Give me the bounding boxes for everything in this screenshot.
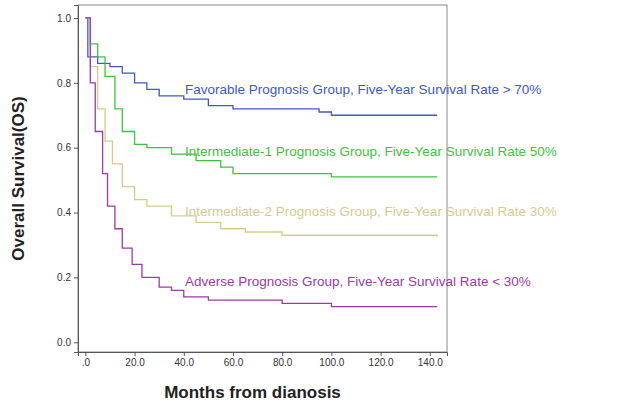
y-tick: 0.0	[57, 337, 78, 348]
y-tick-label: 0.6	[57, 142, 71, 153]
x-tick-label: 120.0	[369, 357, 394, 368]
x-axis-title: Months from dianosis	[164, 383, 341, 402]
y-tick-label: 0.0	[57, 337, 71, 348]
y-tick-label: 1.0	[57, 13, 71, 24]
x-tick-label: 60.0	[224, 357, 244, 368]
x-tick-label: .0	[82, 357, 91, 368]
lines	[85, 18, 437, 307]
x-axis-line	[79, 353, 448, 357]
x-tick: 120.0	[369, 352, 394, 368]
x-tick-label: 140.0	[418, 357, 443, 368]
x-tick-label: 40.0	[175, 357, 195, 368]
y-tick: 0.6	[57, 142, 78, 153]
y-tick: 0.4	[57, 207, 78, 218]
series-label: Favorable Prognosis Group, Five-Year Sur…	[185, 82, 541, 97]
y-tick-mark	[74, 148, 78, 149]
y-tick-mark	[74, 277, 78, 278]
x-tick-label: 80.0	[273, 357, 293, 368]
x-tick: 40.0	[175, 352, 195, 368]
y-tick-mark	[74, 18, 78, 19]
x-tick-mark	[282, 352, 283, 356]
y-tick-mark	[74, 83, 78, 84]
x-tick: 140.0	[418, 352, 443, 368]
x-tick-mark	[233, 352, 234, 356]
y-tick-label: 0.4	[57, 207, 71, 218]
x-tick-label: 100.0	[319, 357, 344, 368]
chart: .020.040.060.080.0100.0120.0140.00.00.20…	[0, 0, 620, 412]
y-axis-line	[74, 6, 79, 353]
x-axis: .0 20.0 40.0 60.0 80.0 100.0 120.0 140.0	[79, 352, 448, 368]
x-tick: 20.0	[125, 352, 145, 368]
y-tick: 0.8	[57, 78, 78, 89]
y-tick: 1.0	[57, 13, 78, 24]
survival-line	[85, 18, 437, 307]
series-label: Intermediate-1 Prognosis Group, Five-Yea…	[185, 144, 557, 159]
y-tick-mark	[74, 342, 78, 343]
x-tick: .0	[82, 352, 91, 368]
x-tick: 100.0	[319, 352, 344, 368]
y-axis: 0.0 0.2 0.4 0.6 0.8 1.0	[57, 6, 78, 353]
y-axis-title: Overall Survival(OS)	[9, 96, 28, 260]
x-tick-mark	[331, 352, 332, 356]
x-tick-mark	[184, 352, 185, 356]
x-tick-mark	[381, 352, 382, 356]
y-tick: 0.2	[57, 272, 78, 283]
x-tick: 80.0	[273, 352, 293, 368]
y-tick-label: 0.2	[57, 272, 71, 283]
x-tick-mark	[85, 352, 86, 356]
series-label: Intermediate-2 Prognosis Group, Five-Yea…	[185, 204, 557, 219]
x-tick-mark	[430, 352, 431, 356]
survival-line	[85, 18, 437, 115]
y-tick-mark	[74, 213, 78, 214]
plot-frame	[78, 5, 447, 352]
y-tick-label: 0.8	[57, 78, 71, 89]
x-tick: 60.0	[224, 352, 244, 368]
series-label: Adverse Prognosis Group, Five-Year Survi…	[185, 274, 531, 289]
x-tick-mark	[135, 352, 136, 356]
x-tick-label: 20.0	[125, 357, 145, 368]
